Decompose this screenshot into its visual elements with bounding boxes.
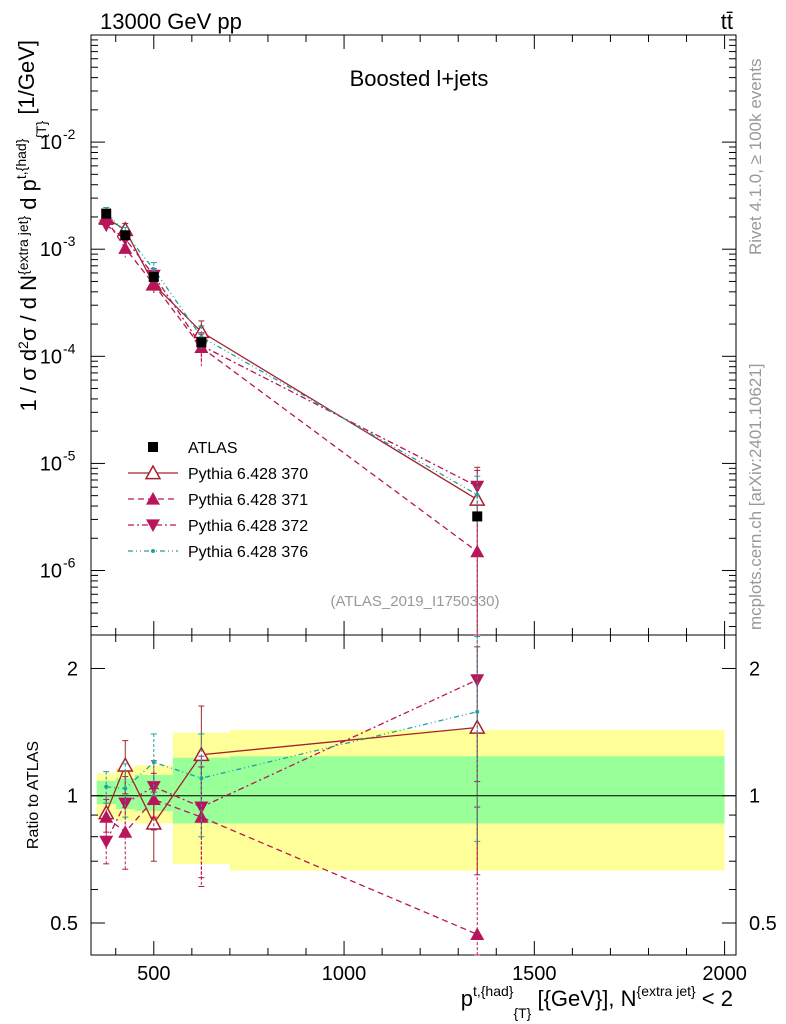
- y-tick-label-exponent: -5: [63, 447, 76, 463]
- legend-label: Pythia 6.428 372: [188, 518, 308, 535]
- data-point: [148, 272, 159, 283]
- legend-marker: [144, 464, 162, 480]
- main-axis-ticks: [91, 34, 736, 955]
- y-tick-label-exponent: -6: [63, 555, 76, 571]
- ratio-axis-ticks: [91, 667, 736, 924]
- x-tick-label: 500: [137, 963, 170, 985]
- legend-label: Pythia 6.428 371: [188, 492, 308, 509]
- ratio-y-axis-label: Ratio to ATLAS: [25, 741, 42, 849]
- ratio-uncertainty-bands: [91, 730, 736, 871]
- ratio-series-layer: [97, 634, 486, 956]
- data-point: [118, 241, 133, 254]
- ratio-point: [151, 760, 156, 765]
- ratio-point: [123, 786, 128, 791]
- ratio-y-tick-label: 2: [67, 658, 78, 680]
- y-tick-label-exponent: -2: [63, 126, 76, 142]
- ratio-point: [104, 784, 109, 789]
- analysis-id-label: (ATLAS_2019_I1750330): [330, 593, 499, 610]
- ratio-point: [470, 674, 485, 687]
- data-point: [99, 219, 114, 233]
- ratio-point: [146, 792, 161, 806]
- ratio-point: [99, 810, 114, 823]
- ratio-plot-frame: [90, 634, 737, 956]
- data-point: [120, 230, 131, 241]
- header-process: tt̄: [721, 9, 733, 34]
- mcplots-credit-label: mcplots.cern.ch [arXiv:2401.10621]: [746, 364, 765, 630]
- ratio-point: [146, 781, 161, 794]
- main-y-tick-labels: 10-210-310-410-510-6: [40, 126, 76, 582]
- ratio-point: [99, 835, 114, 849]
- plot-title: Boosted l+jets: [350, 66, 489, 91]
- data-point: [196, 337, 207, 348]
- header-energy: 13000 GeV pp: [100, 9, 242, 34]
- y-tick-label: 10: [40, 453, 62, 475]
- legend-label: Pythia 6.428 370: [188, 466, 308, 483]
- ratio-point: [199, 776, 204, 781]
- x-tick-label: 1000: [322, 963, 367, 985]
- series-line: [105, 224, 478, 487]
- ratio-y-tick-label: 0.5: [50, 913, 78, 935]
- x-axis-label: pt,{had}{T} [{GeV}], N{extra jet} < 2: [461, 983, 733, 1021]
- main-series-layer: [97, 207, 486, 635]
- ratio-point: [194, 801, 209, 815]
- legend-marker: [146, 519, 160, 532]
- ratio-point: [475, 709, 480, 714]
- ratio-point: [470, 927, 485, 940]
- ratio-y-tick-labels: 0.5 0.5 1 1 2 2: [50, 658, 777, 935]
- data-point: [151, 267, 156, 272]
- ratio-series-pythia-6.428-371: [99, 766, 485, 956]
- legend-label: Pythia 6.428 376: [188, 544, 308, 561]
- legend-label: ATLAS: [188, 440, 238, 457]
- data-point: [146, 277, 161, 290]
- x-tick-label: 2000: [702, 963, 747, 985]
- ratio-plot-panel: 0.5 0.5 1 1 2 2 500 1000 1500 2000 Ratio to ATLA…: [25, 634, 777, 1021]
- data-point: [475, 492, 480, 497]
- y-tick-label-exponent: -4: [63, 340, 76, 356]
- ratio-line: [106, 711, 478, 790]
- data-point: [472, 511, 483, 522]
- x-tick-label: 1500: [512, 963, 557, 985]
- main-y-axis-label: 1 / σ d2σ / d N{extra jet} d pt,{had}{T}…: [13, 40, 49, 411]
- main-plot-panel: 10-210-310-410-510-6 Boosted l+jets (ATL…: [13, 34, 737, 955]
- y-tick-label: 10: [40, 239, 62, 261]
- data-point: [101, 208, 112, 219]
- x-tick-labels: 500 1000 1500 2000: [137, 963, 747, 985]
- series-atlas: [101, 208, 483, 522]
- legend-marker: [151, 549, 155, 553]
- data-point: [470, 544, 485, 558]
- rivet-version-label: Rivet 4.1.0, ≥ 100k events: [746, 59, 765, 255]
- ratio-y-tick-label-right: 0.5: [749, 913, 777, 935]
- y-tick-label: 10: [40, 561, 62, 583]
- ratio-series-pythia-6.428-376: [103, 636, 481, 842]
- ratio-y-tick-label-right: 2: [749, 658, 760, 680]
- y-tick-label: 10: [40, 346, 62, 368]
- y-tick-label: 10: [40, 132, 62, 154]
- legend: ATLAS Pythia 6.428 370 Pythia 6.428 371 Pyt…: [128, 440, 308, 561]
- ratio-y-tick-label: 1: [67, 786, 78, 808]
- y-tick-label-exponent: -3: [63, 233, 76, 249]
- series-line: [105, 211, 478, 496]
- ratio-point: [118, 825, 133, 838]
- legend-marker: [146, 492, 160, 505]
- legend-marker: [148, 442, 158, 452]
- ratio-y-tick-label-right: 1: [749, 786, 760, 808]
